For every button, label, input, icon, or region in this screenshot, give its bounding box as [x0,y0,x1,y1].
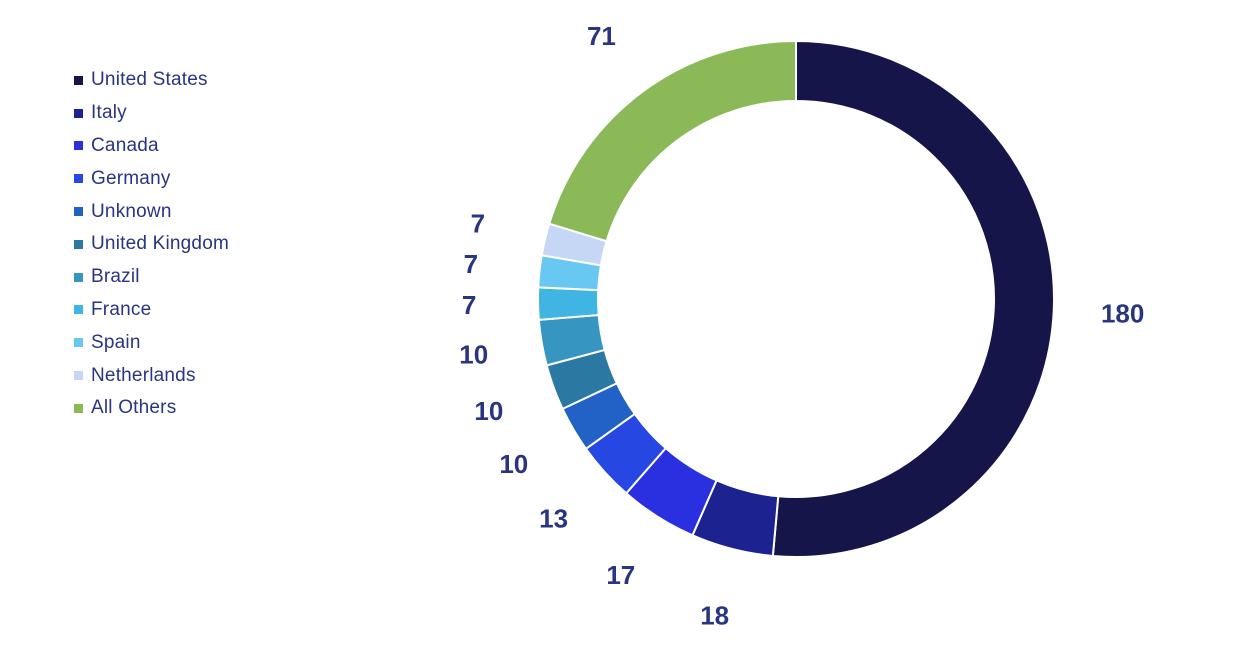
legend-item-all-others: All Others [74,392,229,425]
legend-label: Spain [91,331,141,353]
legend-item-united-states: United States [74,64,229,97]
legend-label: Italy [91,102,127,124]
legend-swatch [74,207,83,217]
legend-swatch [74,75,83,85]
value-label-germany: 13 [539,504,568,534]
legend-label: United States [91,69,208,91]
slice-france [537,286,600,321]
legend-swatch [74,403,83,413]
value-label-brazil: 10 [459,339,488,369]
legend-item-germany: Germany [74,162,229,195]
legend-swatch [74,239,83,249]
legend-label: Canada [91,134,159,156]
legend-label: France [91,298,152,320]
value-label-canada: 17 [606,560,635,590]
value-label-france: 7 [462,290,476,320]
legend-swatch [74,141,83,151]
legend-item-brazil: Brazil [74,261,229,294]
legend-swatch [74,108,83,118]
legend-swatch [74,272,83,282]
legend-swatch [74,305,83,315]
legend-swatch [74,371,83,381]
chart-legend: United States Italy Canada Germany Unkno… [74,64,229,425]
legend-item-unknown: Unknown [74,195,229,228]
value-label-all-others: 71 [587,21,616,51]
slice-united-states [771,39,1055,558]
legend-label: Netherlands [91,364,196,386]
donut-slices [537,39,1055,558]
legend-label: Brazil [91,266,140,288]
legend-label: Unknown [91,200,172,222]
legend-label: All Others [91,397,177,419]
legend-label: United Kingdom [91,233,229,255]
value-label-united-kingdom: 10 [474,396,503,426]
legend-label: Germany [91,167,171,189]
slice-all-others [547,39,797,243]
value-label-italy: 18 [700,601,729,631]
legend-item-netherlands: Netherlands [74,359,229,392]
legend-swatch [74,338,83,348]
legend-item-italy: Italy [74,97,229,130]
legend-swatch [74,174,83,184]
legend-item-canada: Canada [74,130,229,163]
value-label-united-states: 180 [1101,299,1144,329]
value-label-unknown: 10 [499,449,528,479]
legend-item-united-kingdom: United Kingdom [74,228,229,261]
legend-item-france: France [74,294,229,327]
value-label-netherlands: 7 [471,208,485,238]
slice-value-labels: 180 18 17 13 10 10 10 7 7 7 71 [459,21,1144,631]
value-label-spain: 7 [464,249,478,279]
legend-item-spain: Spain [74,326,229,359]
